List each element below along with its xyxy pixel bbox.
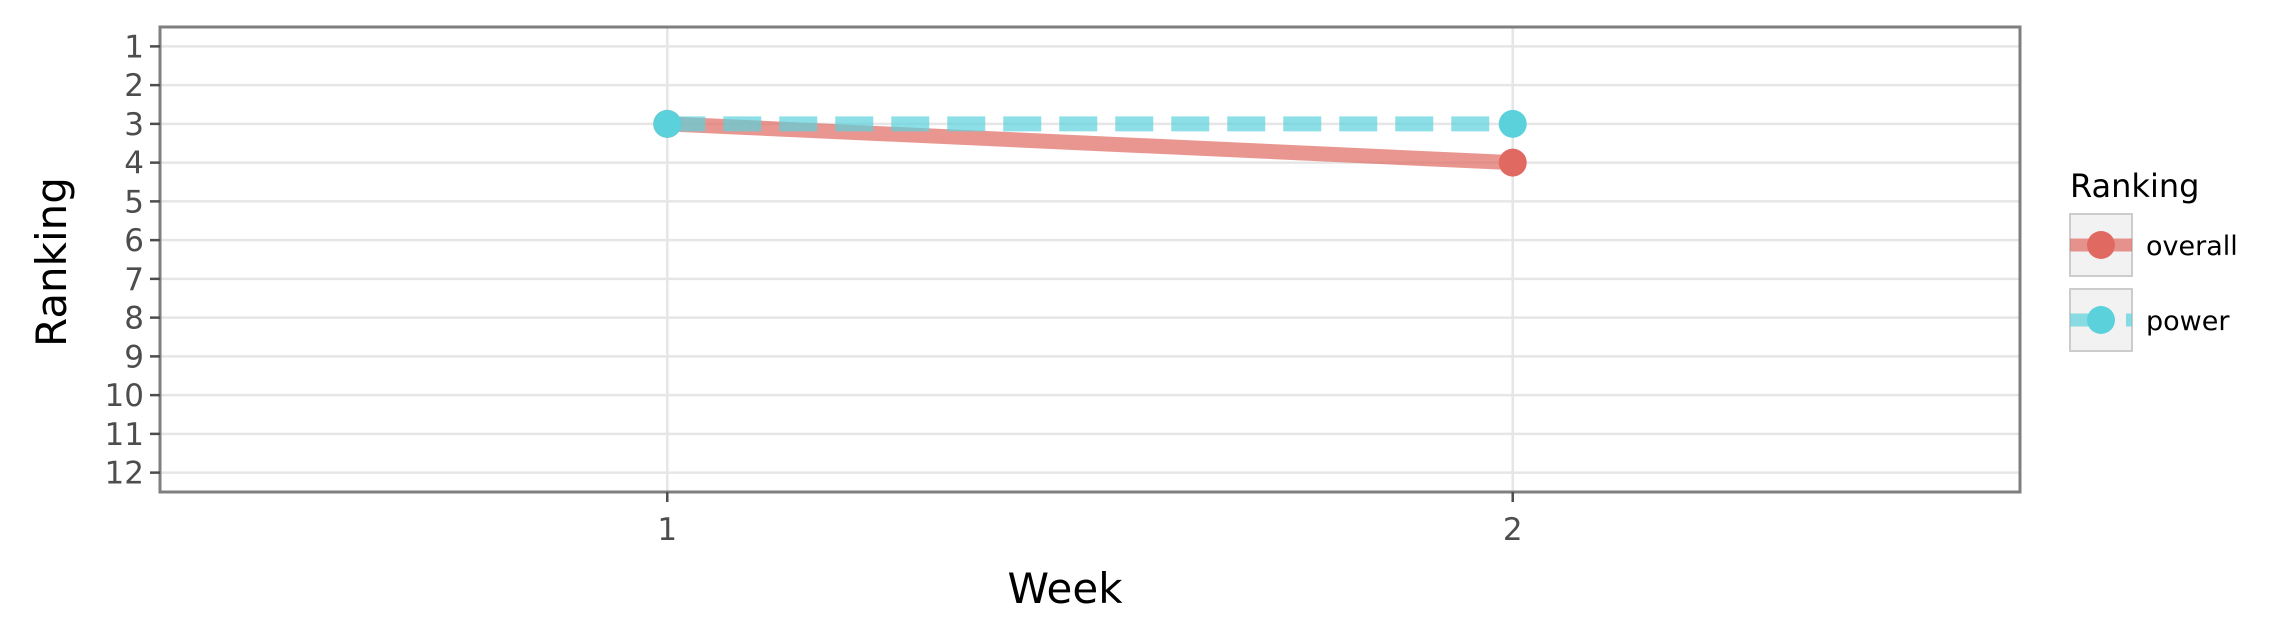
gridlines — [160, 27, 2020, 492]
y-tick-label: 9 — [124, 339, 144, 375]
x-tick-label: 2 — [1503, 512, 1523, 548]
y-tick-label: 4 — [124, 146, 144, 182]
legend-label: power — [2146, 306, 2230, 337]
y-tick-label: 7 — [124, 262, 144, 298]
y-tick-label: 10 — [105, 378, 144, 414]
series-point-power — [1498, 109, 1527, 138]
y-tick-label: 8 — [124, 301, 144, 337]
legend-label: overall — [2146, 231, 2238, 262]
series-point-overall — [1498, 148, 1527, 177]
y-tick-label: 5 — [124, 184, 144, 220]
y-tick-label: 12 — [105, 456, 144, 492]
legend-item-power: power — [2069, 288, 2230, 352]
x-axis-title: Week — [1007, 564, 1123, 613]
x-tick-label: 1 — [657, 512, 677, 548]
y-tick-label: 6 — [124, 223, 144, 259]
legend-items: overall power — [2069, 213, 2238, 352]
plot-border — [158, 25, 2022, 494]
legend: Ranking overall power — [2069, 167, 2238, 352]
y-tick-label: 11 — [105, 417, 144, 453]
y-tick-label: 3 — [124, 107, 144, 143]
y-axis-title: Ranking — [27, 177, 76, 347]
legend-key-point — [2087, 306, 2115, 334]
y-tick-label: 1 — [124, 29, 144, 65]
legend-title: Ranking — [2070, 167, 2199, 205]
legend-key-point — [2087, 231, 2115, 259]
legend-item-overall: overall — [2069, 213, 2238, 277]
y-tick-label: 2 — [124, 68, 144, 104]
series-point-power — [653, 109, 682, 138]
series-layer — [653, 109, 1527, 177]
